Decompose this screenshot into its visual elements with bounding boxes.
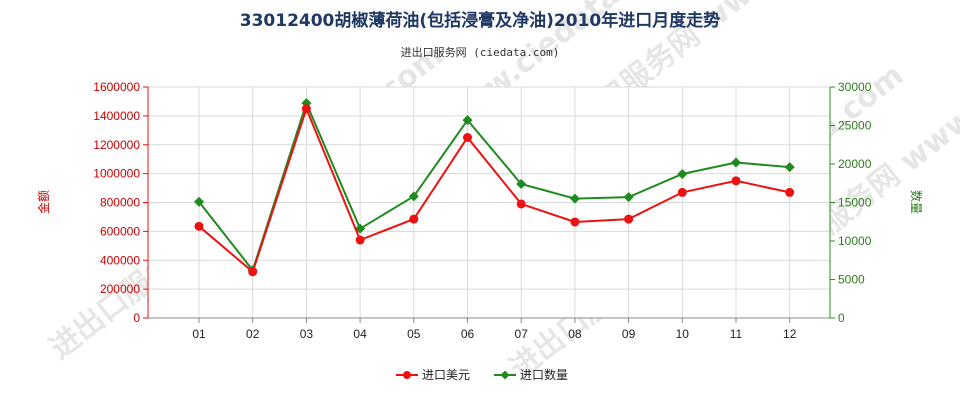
legend-swatch-marker-import-quantity bbox=[500, 370, 510, 380]
y-right-tick-label: 25000 bbox=[838, 119, 872, 133]
data-point-import-usd bbox=[516, 199, 526, 209]
y-right-tick-label: 10000 bbox=[838, 234, 872, 248]
legend-label-import-quantity: 进口数量 bbox=[520, 367, 568, 382]
chart-subtitle: 进出口服务网 (ciedata.com) bbox=[401, 45, 560, 59]
y-left-tick-label: 800000 bbox=[100, 196, 140, 210]
y-left-tick-label: 600000 bbox=[100, 224, 140, 238]
data-point-import-usd bbox=[409, 214, 419, 224]
data-point-import-usd bbox=[624, 214, 634, 224]
x-tick-label: 05 bbox=[407, 327, 421, 341]
data-point-import-usd bbox=[570, 217, 580, 227]
y-right-tick-label: 5000 bbox=[838, 273, 865, 287]
y-left-tick-label: 200000 bbox=[100, 282, 140, 296]
y-left-tick-label: 1400000 bbox=[93, 109, 140, 123]
y-right-tick-label: 20000 bbox=[838, 157, 872, 171]
data-point-import-quantity bbox=[355, 223, 366, 234]
legend-label-import-usd: 进口美元 bbox=[422, 368, 470, 382]
y-left-tick-label: 400000 bbox=[100, 253, 140, 267]
data-point-import-quantity bbox=[623, 192, 634, 203]
data-point-import-quantity bbox=[462, 115, 473, 126]
y-axis-left-label: 金额 bbox=[36, 190, 51, 214]
x-tick-label: 06 bbox=[461, 327, 475, 341]
x-tick-label: 03 bbox=[300, 327, 314, 341]
y-left-tick-label: 0 bbox=[133, 311, 140, 325]
x-tick-label: 04 bbox=[353, 327, 367, 341]
x-tick-label: 11 bbox=[730, 327, 743, 341]
data-point-import-usd bbox=[463, 133, 472, 143]
y-left-tick-label: 1200000 bbox=[93, 138, 140, 152]
legend: 进口美元 进口数量 bbox=[396, 367, 568, 382]
y-right-tick-label: 30000 bbox=[838, 80, 872, 94]
data-point-import-quantity bbox=[516, 179, 527, 190]
y-right-tick-label: 0 bbox=[838, 311, 845, 325]
axes-layer: 0200000400000600000800000100000012000001… bbox=[93, 80, 871, 341]
y-left-tick-label: 1600000 bbox=[93, 80, 140, 94]
chart-title: 33012400胡椒薄荷油(包括浸膏及净油)2010年进口月度走势 bbox=[240, 10, 720, 31]
x-tick-label: 02 bbox=[246, 327, 260, 341]
data-point-import-usd bbox=[785, 187, 795, 197]
y-left-tick-label: 1000000 bbox=[93, 167, 140, 181]
data-point-import-usd bbox=[677, 187, 687, 197]
data-point-import-usd bbox=[301, 104, 311, 114]
x-tick-label: 07 bbox=[515, 327, 529, 341]
data-point-import-quantity bbox=[408, 191, 419, 202]
data-point-import-quantity bbox=[784, 162, 795, 173]
data-point-import-quantity bbox=[731, 157, 741, 168]
x-tick-label: 12 bbox=[783, 327, 797, 341]
x-tick-label: 01 bbox=[192, 327, 206, 341]
data-point-import-quantity bbox=[569, 193, 580, 204]
x-tick-label: 08 bbox=[568, 327, 582, 341]
data-point-import-quantity bbox=[194, 196, 204, 207]
series-line-import-usd bbox=[198, 105, 790, 274]
y-right-tick-label: 15000 bbox=[838, 196, 872, 210]
series-line-import-quantity bbox=[198, 100, 790, 273]
data-point-import-usd bbox=[355, 235, 365, 245]
series-layer bbox=[194, 98, 795, 277]
data-point-import-quantity bbox=[677, 169, 688, 180]
data-point-import-usd bbox=[194, 221, 204, 231]
x-tick-label: 10 bbox=[676, 327, 690, 341]
legend-swatch-marker-import-usd bbox=[403, 371, 411, 379]
y-axis-right-label: 数量 bbox=[909, 190, 924, 214]
data-point-import-usd bbox=[731, 176, 741, 186]
data-point-import-usd bbox=[248, 267, 258, 277]
x-tick-label: 09 bbox=[622, 327, 636, 341]
